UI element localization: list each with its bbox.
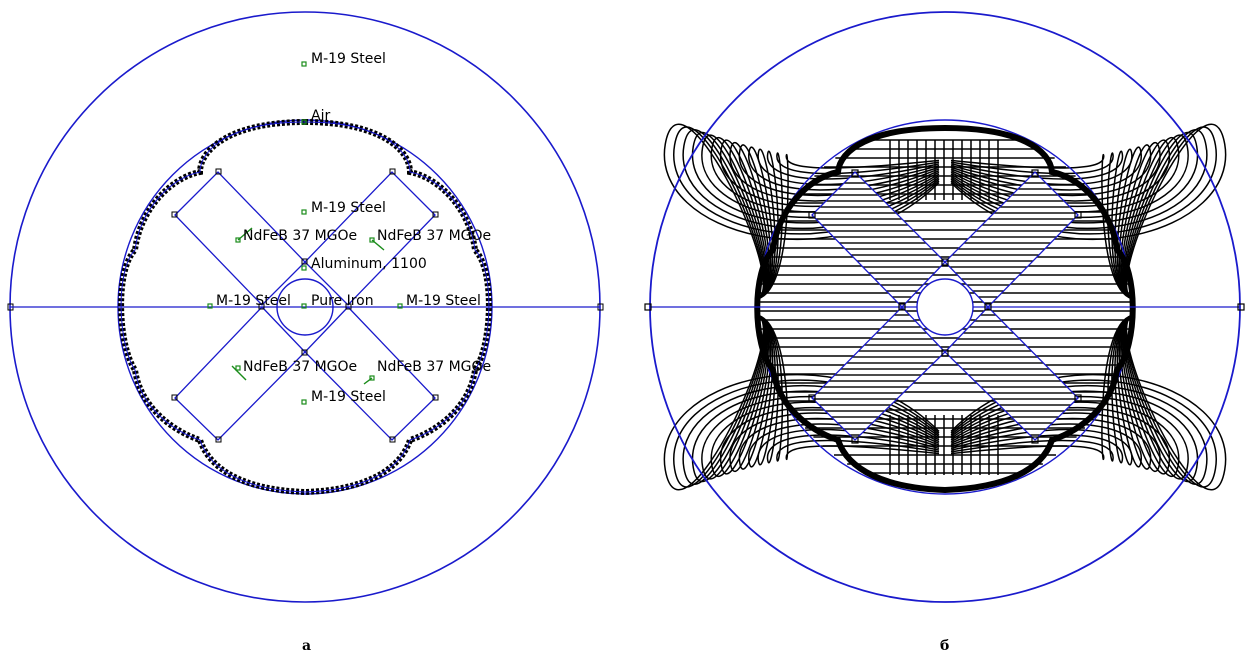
magnet-b-upper-right — [944, 171, 1079, 308]
vertex-nodes — [171, 168, 439, 443]
label-magnet-ul: NdFeB 37 MGOe — [243, 228, 357, 244]
label-steel-right: M-19 Steel — [406, 293, 481, 309]
label-steel-outer: M-19 Steel — [311, 51, 386, 67]
shaft-circle — [276, 278, 334, 336]
magnetization-arrows — [231, 227, 385, 385]
magnets — [174, 171, 436, 441]
magnets-b — [811, 171, 1079, 441]
label-air: Air — [311, 108, 330, 124]
label-aluminum: Aluminum, 1100 — [311, 256, 427, 272]
label-steel-left: M-19 Steel — [216, 293, 291, 309]
rotor-profile — [118, 118, 492, 496]
magnet-upper-right — [304, 171, 436, 306]
rotor-profile-b — [754, 124, 1136, 494]
caption-b: б — [940, 638, 949, 654]
magnet-lower-right — [304, 306, 436, 441]
label-pure-iron: Pure Iron — [311, 293, 374, 309]
label-steel-bottom: M-19 Steel — [311, 389, 386, 405]
vertex-nodes-b — [644, 169, 1245, 444]
block-markers — [207, 61, 403, 405]
caption-a: а — [302, 638, 311, 654]
shaft-circle-b — [916, 278, 974, 336]
label-steel-top: M-19 Steel — [311, 200, 386, 216]
panel-a: M-19 Steel Air M-19 Steel NdFeB 37 MGOe … — [7, 11, 604, 654]
label-magnet-ur: NdFeB 37 MGOe — [377, 228, 491, 244]
label-magnet-ll: NdFeB 37 MGOe — [243, 359, 357, 375]
magnet-b-lower-right — [944, 306, 1079, 441]
label-magnet-lr: NdFeB 37 MGOe — [377, 359, 491, 375]
panel-b: б — [644, 11, 1245, 654]
